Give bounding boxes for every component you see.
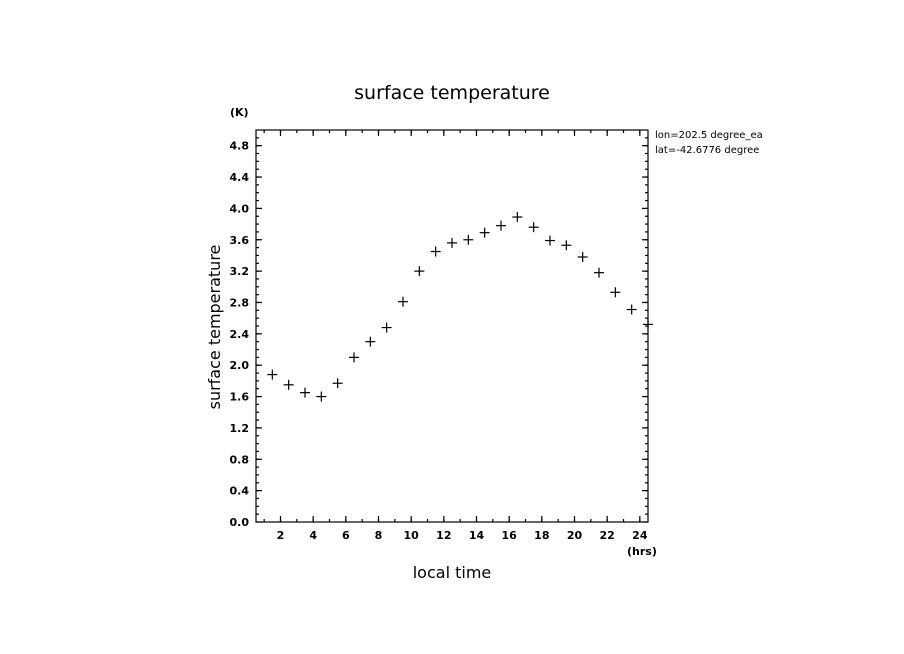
y-tick-label: 4.0 (230, 202, 250, 215)
y-tick-label: 2.8 (230, 296, 250, 309)
lat-annotation: lat=-42.6776 degree (655, 145, 759, 156)
x-unit-label: (hrs) (627, 545, 657, 558)
y-tick-label: 0.8 (230, 453, 250, 466)
data-point (267, 369, 278, 380)
data-point (626, 304, 637, 315)
data-point (398, 296, 408, 307)
data-point (577, 252, 588, 263)
data-point (300, 387, 310, 398)
x-tick-label: 20 (567, 529, 583, 542)
data-point (365, 336, 376, 347)
data-point (594, 267, 604, 278)
x-tick-label: 6 (342, 529, 350, 542)
data-point (447, 237, 457, 248)
x-tick-label: 14 (469, 529, 485, 542)
y-tick-label: 1.6 (230, 391, 250, 404)
y-axis-label: surface temperature (205, 245, 224, 410)
data-point (430, 246, 441, 257)
y-tick-label: 2.0 (230, 359, 250, 372)
x-tick-label: 16 (502, 529, 518, 542)
x-axis-label: local time (413, 563, 492, 582)
data-point (512, 212, 523, 223)
x-tick-label: 4 (309, 529, 317, 542)
x-tick-label: 12 (436, 529, 451, 542)
data-point (381, 322, 392, 333)
data-point (283, 379, 294, 390)
x-tick-label: 18 (534, 529, 549, 542)
data-point (610, 287, 621, 298)
data-point (643, 319, 653, 330)
y-tick-label: 4.4 (230, 171, 250, 184)
y-tick-label: 3.2 (230, 265, 250, 278)
chart-title: surface temperature (354, 82, 550, 104)
y-tick-label: 1.2 (230, 422, 250, 435)
y-unit-label: (K) (230, 106, 249, 119)
x-tick-label: 2 (277, 529, 285, 542)
axis-ticks: 2 4 6 8 10 12 14 16 18 20 22 240.00.40.81.21.62.02.… (230, 130, 648, 542)
y-tick-label: 4.8 (230, 140, 250, 153)
y-tick-label: 0.4 (230, 485, 250, 498)
y-tick-label: 3.6 (230, 234, 250, 247)
plot-frame (255, 129, 649, 523)
x-tick-label: 24 (632, 529, 648, 542)
x-tick-label: 10 (404, 529, 420, 542)
data-point (414, 266, 425, 277)
data-point (496, 220, 506, 231)
data-point (561, 240, 572, 251)
y-tick-label: 2.4 (230, 328, 250, 341)
data-point (545, 235, 555, 246)
x-tick-label: 8 (375, 529, 383, 542)
data-point (528, 222, 539, 233)
y-tick-label: 0.0 (230, 516, 250, 529)
data-point (349, 352, 359, 363)
data-point (316, 391, 327, 402)
data-point (479, 227, 490, 238)
x-tick-label: 22 (600, 529, 615, 542)
data-points (267, 212, 653, 402)
lon-annotation: lon=202.5 degree_ea (655, 130, 763, 141)
data-point (463, 234, 474, 245)
data-point (332, 378, 343, 389)
